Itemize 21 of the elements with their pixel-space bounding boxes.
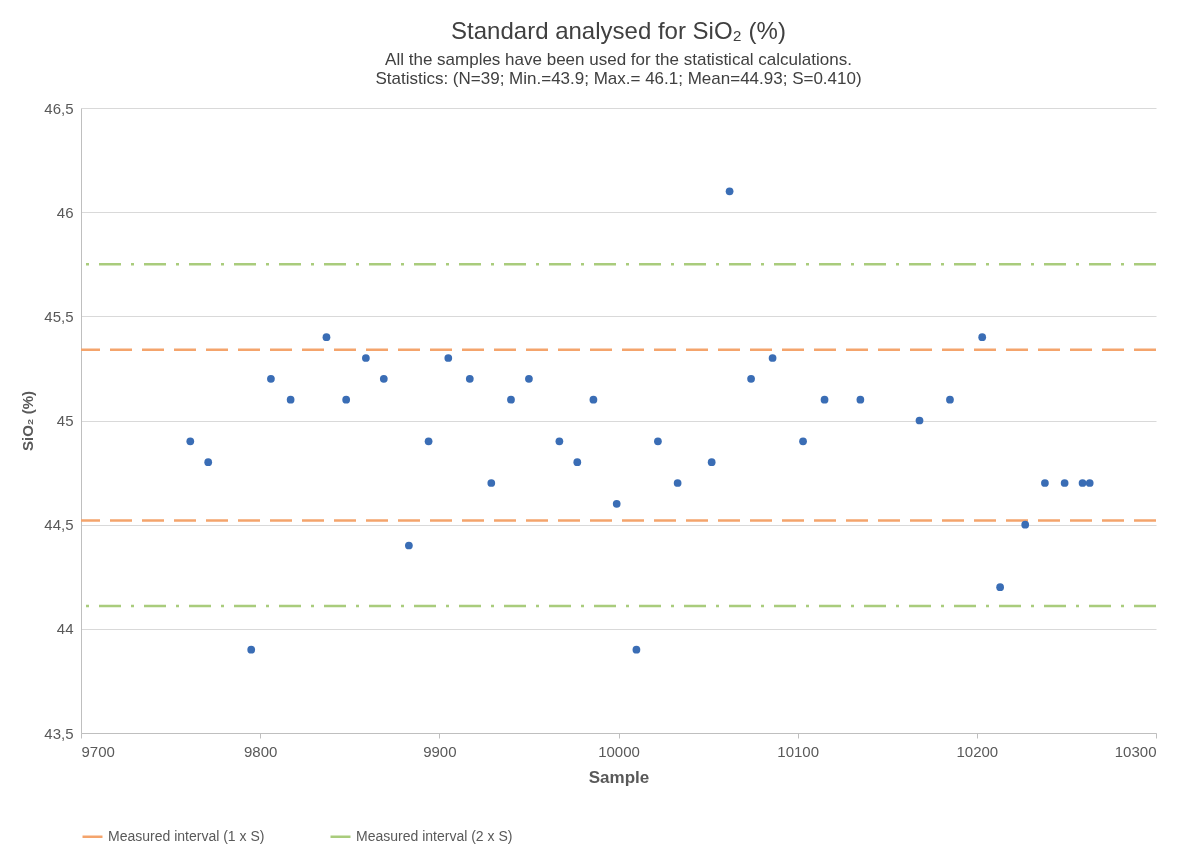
- x-axis-title: Sample: [588, 767, 650, 787]
- y-tick-label: 43,5: [44, 724, 74, 742]
- y-tick-label: 45,5: [44, 307, 74, 325]
- y-tick-label: 45: [56, 412, 74, 429]
- x-tick-label: 10200: [956, 742, 999, 760]
- legend-label: Measured interval (2 x S): [356, 827, 513, 844]
- chart-title: Standard analysed for SiO₂ (%): [451, 17, 786, 44]
- y-tick-label: 46: [56, 203, 74, 221]
- text: Statistics: (N=39; Min.=43.9; Max.= 46.1; Mean=44.93; S=0.410): [375, 69, 862, 88]
- y-tick-label: 44,5: [44, 516, 74, 534]
- legend-label: Measured interval (1 x S): [108, 827, 265, 844]
- text: All the samples have been used for the statistical calculations.: [385, 50, 852, 69]
- y-tick-label: 44: [56, 620, 74, 638]
- x-tick-label: 9700: [81, 742, 115, 760]
- x-tick-label: 10300: [1114, 742, 1157, 760]
- x-tick-label: 10100: [777, 742, 820, 760]
- x-tick-label: 10000: [598, 742, 640, 760]
- x-tick-label: 9900: [423, 742, 457, 760]
- y-tick-label: 46,5: [44, 99, 74, 117]
- x-tick-label: 9800: [243, 742, 278, 760]
- y-axis-title: SiO₂ (%): [19, 391, 37, 451]
